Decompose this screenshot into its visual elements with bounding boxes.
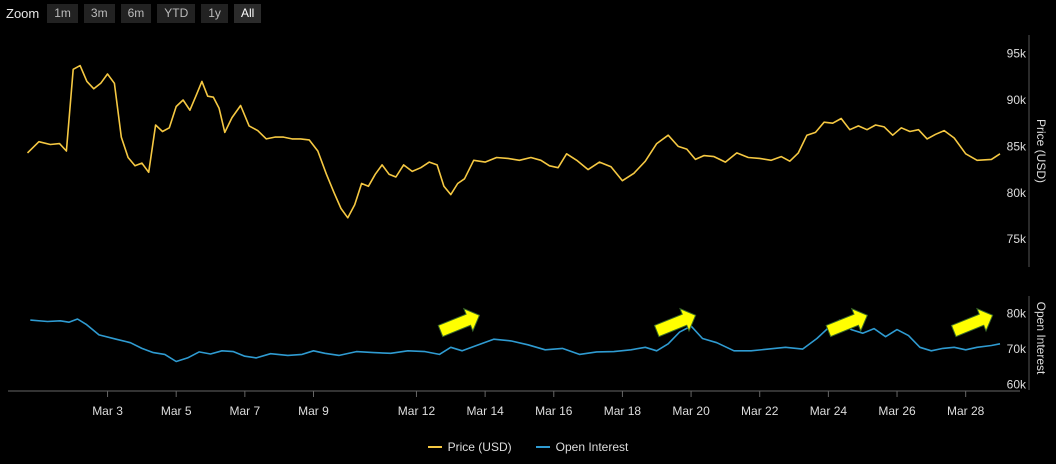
oi-tick-label: 70k xyxy=(1007,342,1027,356)
zoom-1m-button[interactable]: 1m xyxy=(47,3,78,23)
oi-tick-label: 80k xyxy=(1007,307,1027,321)
legend: Price (USD) Open Interest xyxy=(0,440,1056,454)
price-axis-title: Price (USD) xyxy=(1034,119,1048,183)
x-tick-label: Mar 5 xyxy=(161,404,192,418)
zoom-all-button[interactable]: All xyxy=(233,3,262,23)
price-tick-label: 90k xyxy=(1007,93,1027,107)
price-series-line xyxy=(26,64,1001,219)
price-tick-label: 95k xyxy=(1007,47,1027,61)
price-tick-label: 85k xyxy=(1007,139,1027,153)
price-tick-label: 75k xyxy=(1007,232,1027,246)
legend-swatch-open-interest xyxy=(535,446,550,448)
legend-label-price: Price (USD) xyxy=(447,440,512,454)
annotation-arrow xyxy=(653,307,697,338)
oi-tick-label: 60k xyxy=(1007,377,1027,391)
legend-item-open-interest[interactable]: Open Interest xyxy=(535,440,629,454)
zoom-6m-button[interactable]: 6m xyxy=(120,3,152,23)
x-tick-label: Mar 24 xyxy=(810,404,848,418)
chart-area[interactable]: 75k 80k 85k 90k 95k Price (USD) 60k 70k 80k Open … xyxy=(0,0,1056,440)
zoom-1y-button[interactable]: 1y xyxy=(201,3,228,23)
annotation-arrow xyxy=(825,307,868,338)
open-interest-series-line xyxy=(30,318,1001,363)
x-tick-label: Mar 22 xyxy=(741,404,779,418)
annotation-arrow xyxy=(950,307,994,338)
zoom-label: Zoom xyxy=(6,5,40,21)
legend-item-price[interactable]: Price (USD) xyxy=(427,440,512,454)
zoom-toolbar: Zoom 1m 3m 6m YTD 1y All xyxy=(6,3,262,23)
annotation-arrow xyxy=(437,307,481,338)
x-tick-label: Mar 12 xyxy=(398,404,436,418)
x-tick-label: Mar 7 xyxy=(230,404,261,418)
x-tick-label: Mar 26 xyxy=(878,404,916,418)
oi-axis-title: Open Interest xyxy=(1034,302,1048,375)
zoom-3m-button[interactable]: 3m xyxy=(83,3,115,23)
legend-label-open-interest: Open Interest xyxy=(555,440,629,454)
zoom-ytd-button[interactable]: YTD xyxy=(157,3,196,23)
legend-swatch-price xyxy=(427,446,442,448)
x-tick-label: Mar 28 xyxy=(947,404,985,418)
x-tick-label: Mar 9 xyxy=(298,404,329,418)
x-tick-label: Mar 3 xyxy=(92,404,123,418)
x-tick-label: Mar 18 xyxy=(604,404,642,418)
price-tick-label: 80k xyxy=(1007,186,1027,200)
x-tick-label: Mar 14 xyxy=(466,404,504,418)
x-tick-label: Mar 16 xyxy=(535,404,573,418)
x-tick-label: Mar 20 xyxy=(672,404,710,418)
